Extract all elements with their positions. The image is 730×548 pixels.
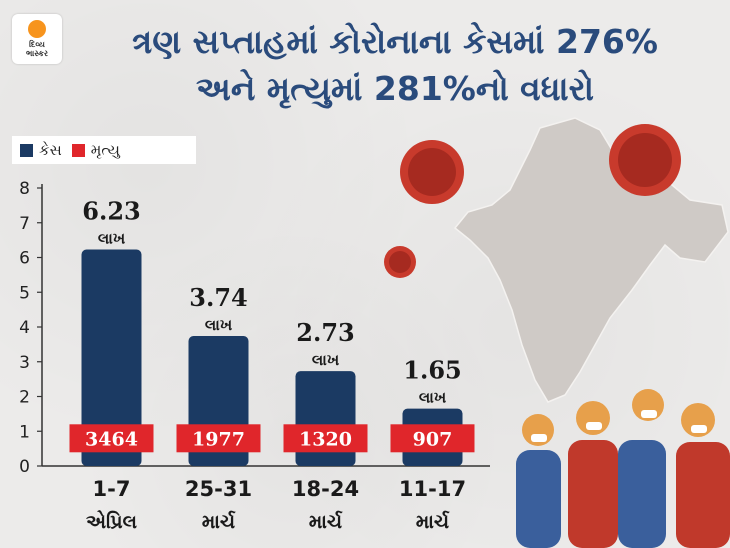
legend-label-cases: કેસ (39, 141, 62, 159)
x-tick-label: 18-24 (292, 477, 359, 501)
bar-deaths (176, 424, 261, 453)
logo-line2: ભાસ્કર (25, 49, 49, 58)
data-label-unit: લાખ (312, 351, 340, 369)
headline-line1: ત્રણ સપ્તાહમાં કોરોનાના કેસમાં 276% (132, 22, 658, 61)
headline-line2: અને મૃત્યુમાં 281%નો વધારો (196, 69, 594, 108)
data-label-deaths: 907 (413, 428, 453, 450)
data-label-cases: 3.74 (189, 283, 247, 312)
y-tick-label: 1 (19, 422, 30, 442)
data-label-unit: લાખ (98, 230, 126, 248)
y-tick-label: 7 (19, 214, 30, 234)
legend-swatch-cases (20, 143, 33, 157)
headline: ત્રણ સપ્તાહમાં કોરોનાના કેસમાં 276% અને … (70, 18, 720, 112)
data-label-cases: 2.73 (296, 318, 354, 347)
people-with-masks-illustration (516, 389, 730, 548)
legend-swatch-deaths (71, 143, 85, 157)
bar-deaths (69, 424, 154, 453)
data-label-deaths: 1977 (192, 428, 245, 450)
sun-icon (28, 20, 46, 38)
bar-cases (81, 249, 142, 466)
legend: કેસ મૃત્યુ (12, 136, 196, 164)
data-label-unit: લાખ (205, 316, 233, 334)
y-tick-label: 8 (19, 179, 30, 199)
data-label-deaths: 3464 (85, 428, 138, 450)
data-label-unit: લાખ (419, 389, 447, 407)
y-tick-label: 2 (19, 388, 30, 408)
divya-bhaskar-logo: દિવ્ય ભાસ્કર (12, 14, 62, 64)
virus-icon (609, 124, 681, 196)
bar-deaths (283, 424, 368, 453)
data-label-deaths: 1320 (299, 428, 352, 450)
x-tick-label: માર્ચ (416, 510, 450, 533)
x-tick-label: 25-31 (185, 477, 252, 501)
data-label-cases: 1.65 (403, 356, 461, 385)
virus-icon (384, 246, 416, 278)
data-label-cases: 6.23 (82, 197, 140, 226)
y-tick-label: 3 (19, 353, 30, 373)
x-tick-label: 1-7 (93, 477, 131, 501)
y-tick-label: 5 (19, 283, 30, 303)
legend-item-cases: કેસ (20, 141, 62, 159)
bar-deaths (390, 424, 475, 453)
x-tick-label: માર્ચ (202, 510, 236, 533)
y-tick-label: 6 (19, 249, 30, 269)
y-tick-label: 4 (19, 318, 30, 338)
x-tick-label: એપ્રિલ (86, 510, 137, 533)
legend-label-deaths: મૃત્યુ (90, 141, 120, 159)
virus-icon (400, 140, 464, 204)
x-tick-label: 11-17 (399, 477, 466, 501)
y-tick-label: 0 (19, 457, 30, 477)
logo-line1: દિવ્ય (29, 40, 45, 49)
legend-item-deaths: મૃત્યુ (71, 141, 120, 159)
x-tick-label: માર્ચ (309, 510, 343, 533)
